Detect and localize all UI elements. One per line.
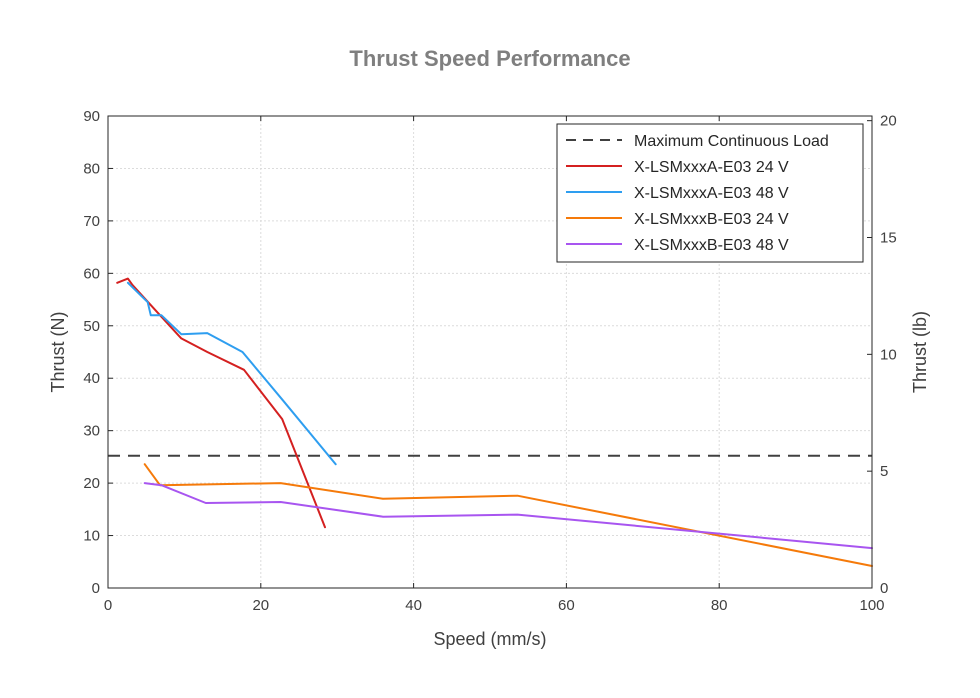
tick-marks: [107, 115, 873, 589]
legend-label: X-LSMxxxA-E03 48 V: [634, 185, 789, 202]
y-tick-label: 10: [83, 528, 100, 545]
y-tick-label: 90: [83, 108, 100, 125]
series-line-3: [126, 281, 337, 466]
y-tick-label: 0: [92, 580, 100, 597]
y2-tick-label: 20: [880, 113, 897, 130]
y-tick-label: 40: [83, 370, 100, 387]
legend-label: X-LSMxxxB-E03 48 V: [634, 237, 789, 254]
x-tick-label: 80: [711, 597, 728, 614]
y-tick-label: 80: [83, 160, 100, 177]
series-line-4: [143, 463, 873, 567]
x-tick-label: 100: [859, 597, 884, 614]
legend-entries: Maximum Continuous Load X-LSMxxxA-E03 24 …: [566, 133, 829, 254]
x-tick-label: 20: [252, 597, 269, 614]
x-axis-label: Speed (mm/s): [433, 629, 546, 649]
legend-label: Maximum Continuous Load: [634, 133, 829, 150]
x-tick-labels: 0 20 40 60 80 100: [104, 597, 885, 614]
series-line-2: [116, 277, 326, 529]
y-tick-label: 30: [83, 423, 100, 440]
x-tick-label: 40: [405, 597, 422, 614]
series-line-5: [143, 482, 873, 550]
y-tick-label: 20: [83, 475, 100, 492]
legend: Maximum Continuous Load X-LSMxxxA-E03 24 …: [556, 123, 864, 263]
y-tick-label: 70: [83, 213, 100, 230]
plot-frame: [107, 115, 873, 589]
legend-label: X-LSMxxxB-E03 24 V: [634, 211, 789, 228]
y-axis-label: Thrust (N): [48, 312, 68, 393]
y2-tick-label: 5: [880, 463, 888, 480]
x-tick-label: 60: [558, 597, 575, 614]
y2-axis-label: Thrust (lb): [910, 311, 930, 393]
y-tick-label: 50: [83, 318, 100, 335]
y-tick-label: 60: [83, 265, 100, 282]
y2-tick-labels: 0 5 10 15 20: [880, 113, 897, 597]
legend-label: X-LSMxxxA-E03 24 V: [634, 159, 789, 176]
y2-tick-label: 0: [880, 580, 888, 597]
y2-tick-label: 10: [880, 346, 897, 363]
series-lines: [108, 277, 873, 567]
x-tick-label: 0: [104, 597, 112, 614]
y-tick-labels: 0 10 20 30 40 50 60 70 80 90: [83, 108, 100, 597]
chart-title: Thrust Speed Performance: [349, 46, 630, 71]
y2-tick-label: 15: [880, 230, 897, 247]
